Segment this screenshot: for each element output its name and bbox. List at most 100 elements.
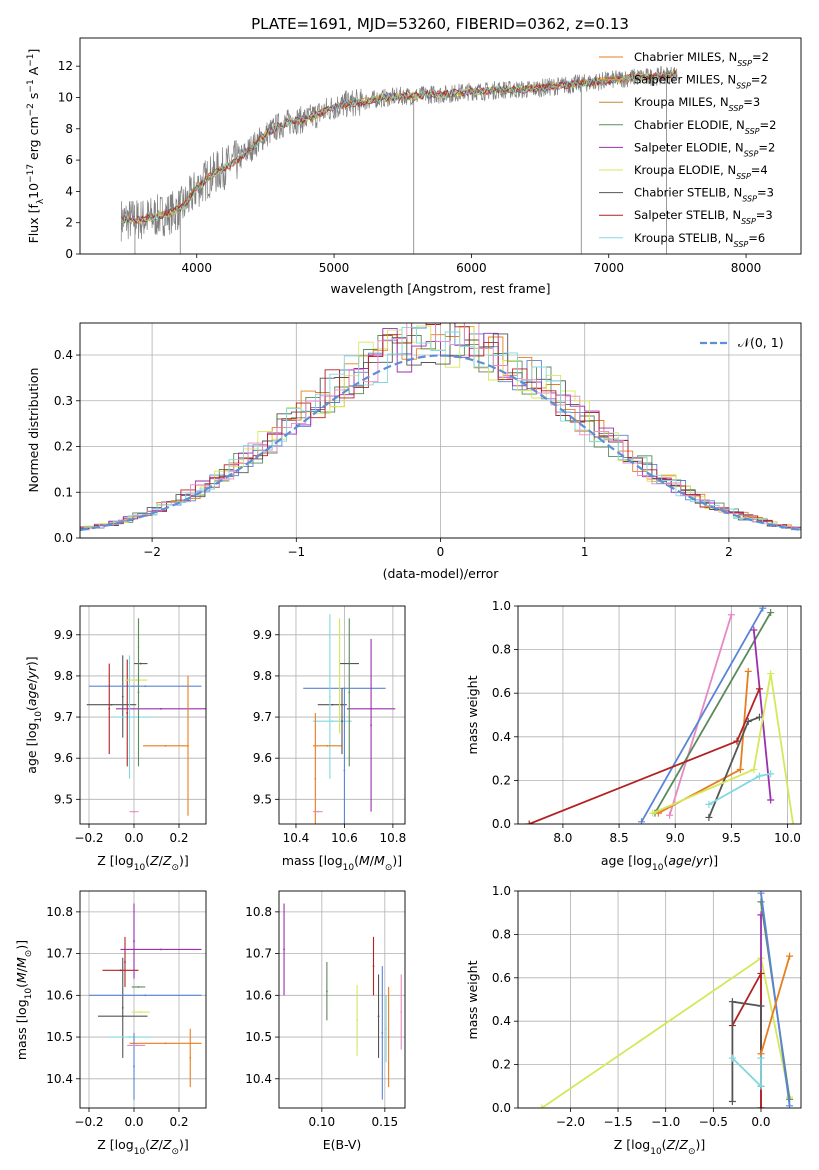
data-point [133, 716, 135, 718]
y-axis-label: mass weight [465, 675, 480, 754]
weight-marker [728, 998, 736, 1006]
y-axis-label: age [log10(age/yr)] [24, 656, 44, 773]
y-tick-label: 0.1 [54, 485, 73, 499]
data-point [189, 1057, 192, 1059]
y-tick-label: 0.6 [492, 686, 511, 700]
x-tick-label: −2.0 [556, 1115, 585, 1129]
plot-area [303, 614, 396, 824]
data-point [331, 703, 334, 706]
weight-marker [755, 713, 763, 721]
weight-marker [638, 818, 646, 824]
x-tick-label: 0.0 [124, 1115, 143, 1129]
x-axis-label: wavelength [Angstrom, rest frame] [330, 281, 550, 296]
spectrum-plot: 4000 5000 6000 7000 8000 0 2 4 6 8 10 12 Chabrier MI… [26, 37, 802, 296]
data-point [135, 679, 138, 681]
mass-weight-vs-age-plot: 8.0 8.5 9.0 9.5 10.0 0.0 0.2 0.4 0.6 0.8 1.0 age [l… [465, 599, 802, 873]
data-point [381, 1031, 384, 1034]
y-tick-label: 10.8 [245, 905, 272, 919]
x-axis-label: age [log10(age/yr)] [601, 853, 718, 873]
y-axis-label: mass [log10(M/M⊙)] [14, 940, 34, 1060]
x-tick-label: 9.0 [666, 831, 685, 845]
axes-frame [79, 37, 802, 255]
data-point [126, 712, 129, 714]
weight-marker [744, 718, 752, 726]
x-tick-label: −1 [287, 545, 305, 559]
y-tick-label: 9.7 [253, 710, 272, 724]
weight-marker [786, 1102, 794, 1108]
x-tick-label: 0.2 [169, 831, 188, 845]
x-tick-label: −1.5 [603, 1115, 632, 1129]
data-point [133, 1065, 135, 1068]
mass-vs-metallicity-plot: −0.2 0.0 0.2 10.4 10.5 10.6 10.7 10.8 Z [log10(Z… [14, 890, 207, 1157]
data-point [124, 961, 126, 963]
weight-series-line [731, 1057, 762, 1089]
x-tick-label: 10.6 [331, 831, 358, 845]
y-tick-label: 0.2 [54, 440, 73, 454]
x-tick-label: 8.5 [610, 831, 629, 845]
axes-frame [278, 605, 406, 825]
x-axis-label: Z [log10(Z/Z⊙)] [97, 1137, 189, 1157]
y-tick-label: 8 [65, 122, 73, 136]
y-tick-label: 10.7 [46, 947, 73, 961]
data-point [139, 1011, 142, 1013]
y-tick-label: 0 [65, 247, 73, 261]
legend-entry: Kroupa ELODIE, NSSP=4 [634, 163, 768, 181]
x-tick-label: −2 [143, 545, 161, 559]
weight-marker [757, 1104, 765, 1108]
y-tick-label: 9.7 [54, 710, 73, 724]
y-tick-label: 12 [58, 59, 73, 73]
mass-vs-ebv-plot: 0.10 0.15 10.4 10.5 10.6 10.7 10.8 E(B-V) [245, 890, 406, 1152]
legend-entry: Salpeter ELODIE, NSSP=2 [634, 140, 775, 158]
data-point [377, 1015, 380, 1018]
y-tick-label: 10.8 [46, 905, 73, 919]
y-tick-label: 4 [65, 184, 73, 198]
data-point [187, 744, 189, 747]
age-vs-mass-plot: 10.4 10.6 10.8 9.5 9.6 9.7 9.8 9.9 mass [log10(M… [253, 605, 406, 873]
weight-series-line [708, 716, 760, 818]
x-tick-label: 10.0 [774, 831, 801, 845]
weight-marker [767, 796, 775, 804]
y-tick-label: 0.8 [492, 927, 511, 941]
data-point [400, 1011, 403, 1013]
data-point [387, 1036, 390, 1038]
x-axis-label: E(B-V) [323, 1137, 362, 1152]
weight-marker [767, 770, 775, 778]
weight-marker [759, 606, 767, 612]
y-tick-label: 10.5 [46, 1030, 73, 1044]
weight-marker [767, 609, 775, 617]
x-tick-label: 8000 [731, 261, 762, 275]
y-tick-label: 9.9 [54, 628, 73, 642]
data-point [343, 769, 346, 772]
x-tick-label: −1.0 [651, 1115, 680, 1129]
y-tick-label: 0.4 [492, 1014, 511, 1028]
weight-marker [755, 772, 763, 780]
mass-weight-vs-metallicity-plot: −2.0 −1.5 −1.0 −0.5 0.0 0.0 0.2 0.4 0.6 0.8 1.0 Z [… [465, 884, 802, 1157]
y-tick-label: 9.6 [253, 751, 272, 765]
weight-marker [649, 809, 657, 817]
data-point [348, 691, 351, 694]
plot-area [283, 903, 403, 1100]
y-tick-label: 9.5 [54, 792, 73, 806]
data-point [108, 707, 111, 710]
x-tick-label: −0.5 [699, 1115, 728, 1129]
age-vs-metallicity-plot: −0.2 0.0 0.2 9.5 9.6 9.7 9.8 9.9 Z [log10(Z/Z⊙)]… [24, 605, 207, 873]
x-axis-label: (data-model)/error [383, 566, 500, 581]
y-tick-label: 10.4 [46, 1072, 73, 1086]
weight-marker [750, 626, 758, 634]
weight-series-line [708, 773, 771, 806]
weight-marker [750, 766, 758, 773]
weight-marker [757, 1054, 765, 1062]
y-axis-label: mass weight [465, 960, 480, 1039]
x-tick-label: 5000 [319, 261, 350, 275]
plot-area [525, 606, 797, 824]
data-point [164, 1042, 167, 1045]
gaussian-curve [80, 354, 801, 532]
y-tick-label: 0.4 [54, 348, 73, 362]
axes-frame [517, 605, 802, 825]
weight-marker [728, 1054, 736, 1062]
weight-marker [705, 813, 713, 821]
plot-area [538, 891, 794, 1108]
weight-series-line [668, 614, 733, 816]
weight-series-line [654, 612, 772, 814]
x-tick-label: 0.10 [308, 1115, 335, 1129]
